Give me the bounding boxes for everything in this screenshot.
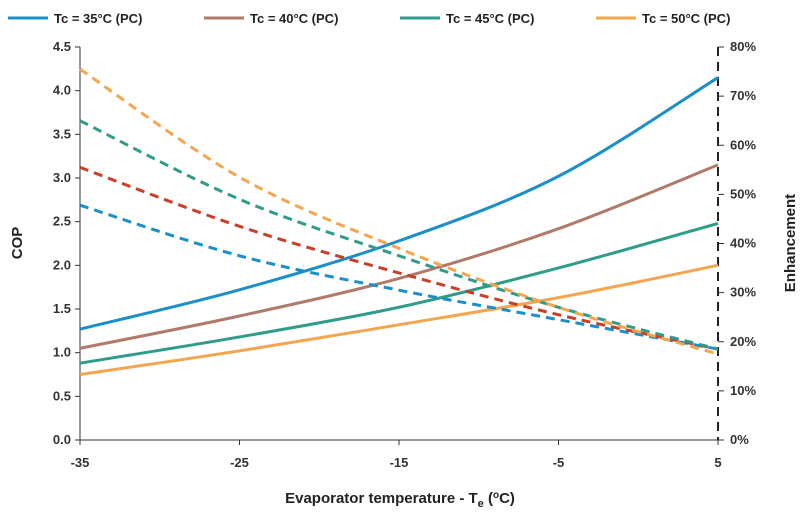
- enhancement-line: [79, 165, 719, 351]
- x-axis-title: Evaporator temperature - Te (oC): [285, 490, 515, 510]
- y-tick-label: 3.5: [53, 126, 71, 141]
- legend-item: Tc = 35°C (PC): [8, 11, 142, 26]
- legend-item: Tc = 50°C (PC): [596, 11, 730, 26]
- y-tick-label: 2.0: [53, 257, 71, 272]
- y-tick-label: 4.0: [53, 83, 71, 98]
- x-tick-label: -25: [230, 455, 249, 470]
- legend-label: Tc = 45°C (PC): [446, 11, 534, 26]
- y2-tick-label: 40%: [730, 236, 756, 251]
- y-tick-label: 2.5: [53, 214, 71, 229]
- x-tick-label: -5: [553, 455, 565, 470]
- y2-tick-label: 10%: [730, 383, 756, 398]
- x-tick-label: -15: [390, 455, 409, 470]
- y2-tick-label: 50%: [730, 186, 756, 201]
- enhancement-line: [79, 203, 719, 351]
- legend-label: Tc = 35°C (PC): [54, 11, 142, 26]
- y2-tick-label: 80%: [730, 39, 756, 54]
- legend: Tc = 35°C (PC) Tc = 40°C (PC) Tc = 45°C …: [8, 11, 730, 26]
- legend-item: Tc = 40°C (PC): [204, 11, 338, 26]
- x-tick-label: 5: [714, 455, 721, 470]
- y2-tick-label: 70%: [730, 88, 756, 103]
- y-axis-title: COP: [9, 227, 26, 260]
- y2-tick-label: 0%: [730, 432, 749, 447]
- cop-line: [79, 76, 719, 331]
- y-tick-label: 4.5: [53, 39, 71, 54]
- legend-label: Tc = 40°C (PC): [250, 11, 338, 26]
- legend-item: Tc = 45°C (PC): [400, 11, 534, 26]
- y-tick-label: 3.0: [53, 170, 71, 185]
- y-tick-label: 0.5: [53, 388, 71, 403]
- y-tick-label: 0.0: [53, 432, 71, 447]
- y2-tick-label: 60%: [730, 137, 756, 152]
- y-tick-label: 1.0: [53, 345, 71, 360]
- cop-line: [79, 221, 719, 365]
- plot-area: 0.0 0.5 1.0 1.5 2.0 2.5 3.0 3.5 4.0 4.5 0% 10% 20% 30…: [53, 39, 757, 470]
- cop-line: [79, 163, 719, 350]
- enhancement-line: [79, 67, 719, 356]
- y-tick-label: 1.5: [53, 301, 71, 316]
- cop-line: [79, 263, 719, 376]
- y2-tick-label: 20%: [730, 334, 756, 349]
- y2-tick-label: 30%: [730, 285, 756, 300]
- y2-axis-title: Enhancement: [782, 194, 799, 292]
- enhancement-line: [79, 119, 719, 351]
- x-tick-label: -35: [71, 455, 90, 470]
- legend-label: Tc = 50°C (PC): [642, 11, 730, 26]
